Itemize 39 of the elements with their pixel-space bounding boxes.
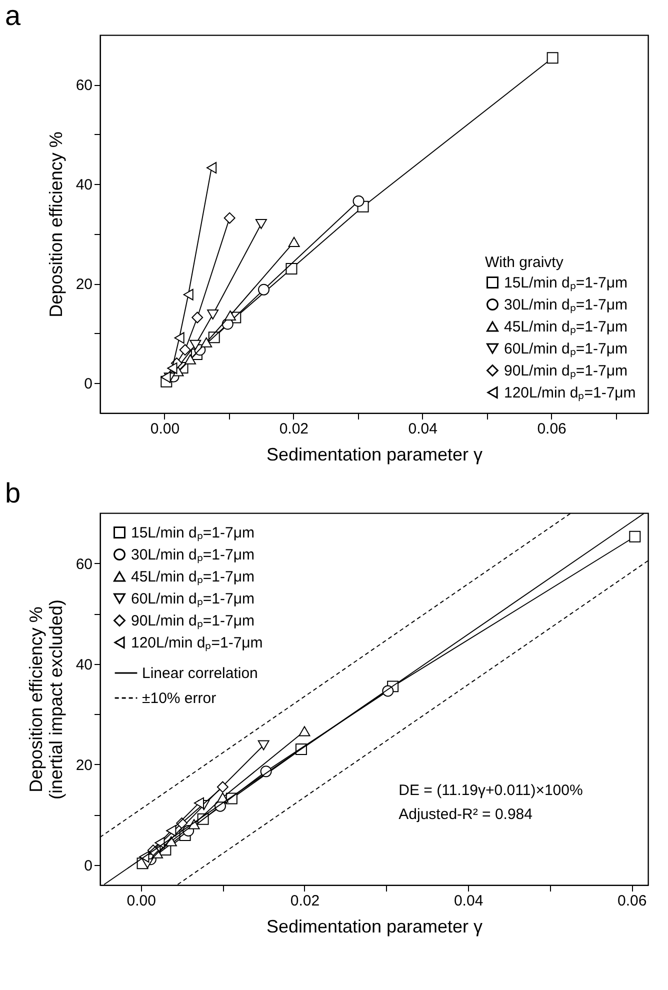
annotation: Adjusted-R² = 0.984 <box>398 806 532 824</box>
y-tick-label: 0 <box>84 857 92 874</box>
y-tick-label: 60 <box>76 77 92 94</box>
x-tick-label: 0.02 <box>279 420 309 438</box>
legend-label: 15L/min dₚ=1-7μm <box>131 524 254 542</box>
legend-label: 45L/min dₚ=1-7μm <box>504 318 628 336</box>
y-tick-label: 20 <box>76 756 92 774</box>
x-axis-title: Sedimentation parameter γ <box>266 444 483 464</box>
legend-label: 120L/min dₚ=1-7μm <box>131 634 263 652</box>
x-tick-label: 0.00 <box>126 892 156 910</box>
y-tick-label: 60 <box>76 556 92 573</box>
y-axis-title: Deposition efficiency % (inertial impact excluded) <box>26 599 66 800</box>
x-tick-label: 0.00 <box>150 420 180 438</box>
y-axis-title: Deposition efficiency % <box>46 132 66 318</box>
legend-label: 60L/min dₚ=1-7μm <box>131 590 254 608</box>
legend-label: 30L/min dₚ=1-7μm <box>131 546 254 564</box>
legend-label: 120L/min dₚ=1-7μm <box>504 384 636 402</box>
legend-label: 15L/min dₚ=1-7μm <box>504 274 628 292</box>
x-tick-label: 0.02 <box>290 892 320 910</box>
legend-label: 60L/min dₚ=1-7μm <box>504 340 628 358</box>
chart-title: a <box>5 0 21 31</box>
annotation: DE = (11.19γ+0.011)×100% <box>398 782 583 800</box>
legend-label: ±10% error <box>142 690 216 707</box>
chart-title: b <box>5 478 21 508</box>
x-tick-label: 0.04 <box>454 892 484 910</box>
legend-title: With graivty <box>485 254 564 271</box>
x-tick-label: 0.06 <box>537 420 566 438</box>
legend-label: 90L/min dₚ=1-7μm <box>131 612 254 630</box>
y-tick-label: 0 <box>84 376 92 393</box>
y-tick-label: 40 <box>76 656 92 674</box>
y-tick-label: 20 <box>76 276 92 294</box>
y-tick-label: 40 <box>76 176 92 194</box>
x-tick-label: 0.04 <box>408 420 438 438</box>
legend-label: 45L/min dₚ=1-7μm <box>131 568 254 586</box>
legend-label: 30L/min dₚ=1-7μm <box>504 296 628 314</box>
x-tick-label: 0.06 <box>618 892 647 910</box>
legend-label: 90L/min dₚ=1-7μm <box>504 362 628 380</box>
legend-label: Linear correlation <box>142 665 258 682</box>
x-axis-title: Sedimentation parameter γ <box>266 916 483 936</box>
